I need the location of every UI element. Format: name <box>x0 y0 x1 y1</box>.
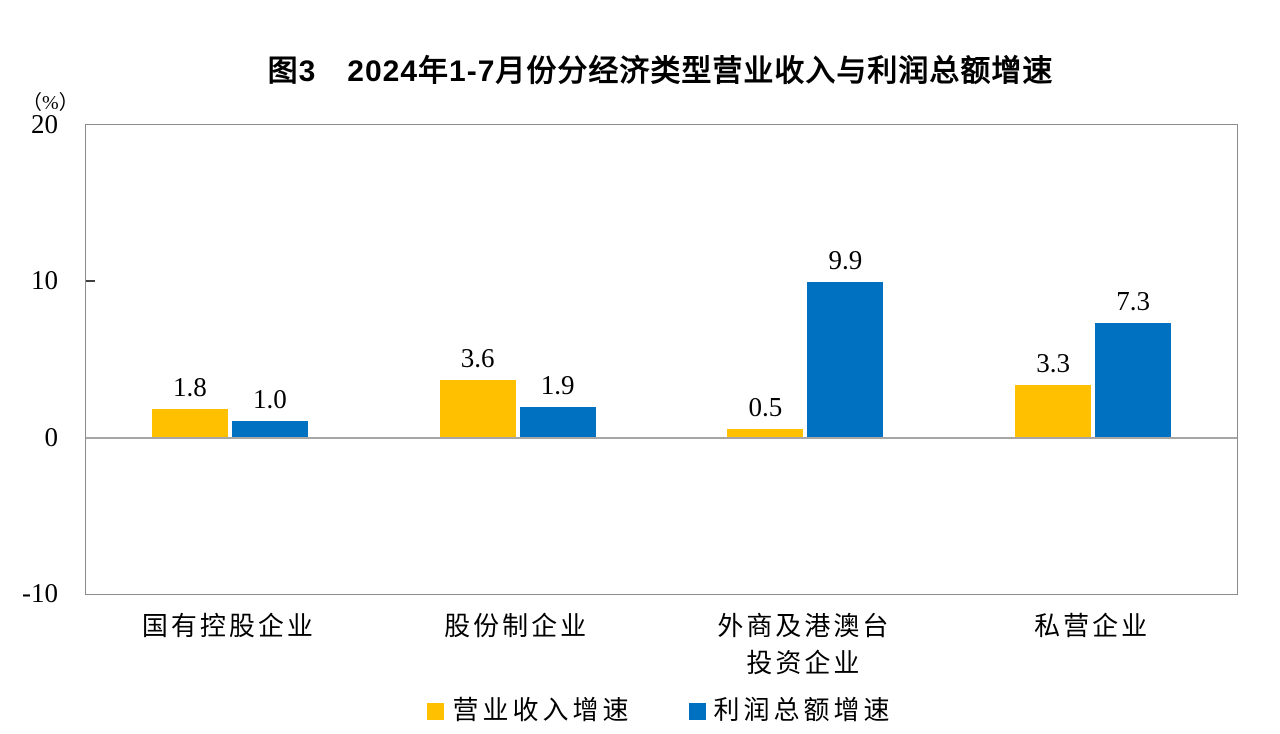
bar-profit-0 <box>231 421 308 437</box>
bar-value-label: 1.8 <box>173 371 207 402</box>
legend-swatch-icon <box>688 702 706 720</box>
bar-value-label: 3.3 <box>1036 348 1070 379</box>
x-axis-category-labels: 国有控股企业 股份制企业 外商及港澳台 投资企业 私营企业 <box>85 608 1236 688</box>
bar-revenue-2 <box>727 428 804 437</box>
bar-revenue-0 <box>151 408 228 437</box>
bar-profit-3 <box>1095 322 1172 437</box>
legend-item-profit: 利润总额增速 <box>688 696 894 726</box>
bar-profit-2 <box>807 281 884 437</box>
legend-label: 利润总额增速 <box>713 696 894 725</box>
y-axis-tick-label: 0 <box>44 421 59 452</box>
bar-value-label: 7.3 <box>1116 285 1150 316</box>
zero-gridline <box>86 436 1237 439</box>
x-axis-category-label: 国有控股企业 <box>141 612 316 641</box>
x-axis-category-label: 外商及港澳台 投资企业 <box>717 612 892 678</box>
bar-value-label: 1.0 <box>253 384 287 415</box>
legend-swatch-icon <box>427 702 445 720</box>
chart-title: 图3 2024年1-7月份分经济类型营业收入与利润总额增速 <box>267 55 1054 88</box>
y-axis-tick-label: 10 <box>31 265 58 296</box>
bar-revenue-1 <box>439 380 516 437</box>
bar-value-label: 3.6 <box>460 343 495 374</box>
y-axis-tick-label: -10 <box>22 578 58 608</box>
legend-label: 营业收入增速 <box>452 696 633 725</box>
bar-value-label: 9.9 <box>828 244 863 275</box>
legend: 营业收入增速 利润总额增速 <box>85 694 1236 728</box>
bar-profit-1 <box>519 406 596 437</box>
plot-area: 1.8 1.0 3.6 1.9 0.5 9.9 3.3 7.3 <box>85 124 1238 595</box>
bar-value-label: 0.5 <box>748 391 783 422</box>
legend-item-revenue: 营业收入增速 <box>427 696 632 726</box>
bar-revenue-3 <box>1015 385 1092 437</box>
bar-value-label: 1.9 <box>540 369 575 400</box>
x-axis-category-label: 私营企业 <box>1034 612 1151 641</box>
y-axis-unit-label: （%） <box>22 92 79 114</box>
x-axis-category-label: 股份制企业 <box>444 612 590 641</box>
y-axis-tick-mark <box>86 280 95 283</box>
y-axis-tick-label: 20 <box>31 109 58 139</box>
